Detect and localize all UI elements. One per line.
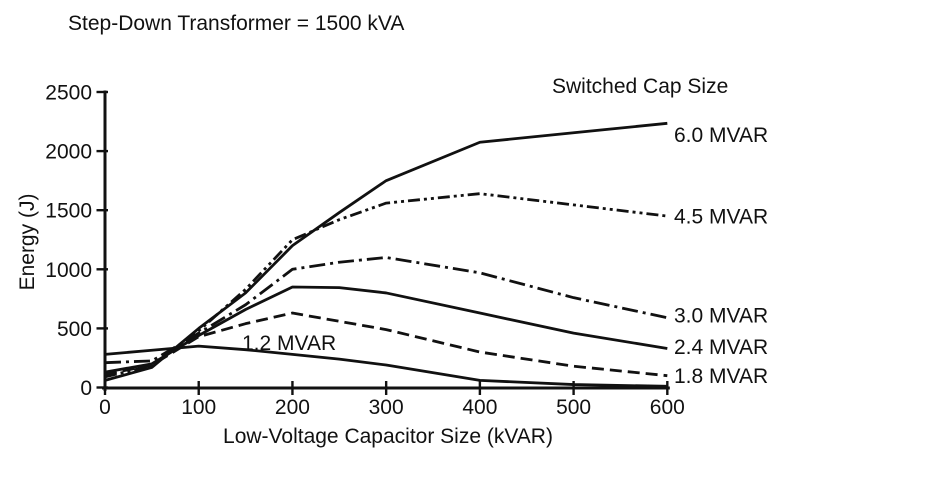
series-line-4-5-mvar	[104, 192, 668, 379]
series-label-1-8-mvar: 1.8 MVAR	[674, 365, 768, 388]
y-tick-label: 0	[80, 377, 92, 400]
series-labels: 6.0 MVAR 4.5 MVAR 3.0 MVAR 2.4 MVAR 1.8 MVAR…	[242, 124, 768, 388]
y-tick-label: 1000	[45, 259, 92, 282]
series-line-1-2-mvar	[104, 344, 668, 388]
data-series	[104, 121, 668, 388]
x-tick-label: 0	[99, 396, 111, 419]
x-tick-label: 100	[181, 396, 216, 419]
series-label-2-4-mvar: 2.4 MVAR	[674, 336, 768, 359]
y-tick-label: 500	[57, 318, 92, 341]
chart-title: Step-Down Transformer = 1500 kVA	[68, 12, 404, 35]
series-label-3-0-mvar: 3.0 MVAR	[674, 304, 768, 327]
axes	[102, 90, 670, 391]
x-tick-label: 400	[462, 396, 497, 419]
x-tick-label: 200	[275, 396, 310, 419]
series-label-1-2-mvar: 1.2 MVAR	[242, 332, 336, 355]
series-label-4-5-mvar: 4.5 MVAR	[674, 206, 768, 229]
y-tick-label: 1500	[45, 200, 92, 223]
x-tick-label: 500	[556, 396, 591, 419]
y-tick-label: 2500	[45, 82, 92, 105]
x-tick-label: 300	[369, 396, 404, 419]
y-tick-label: 2000	[45, 141, 92, 164]
series-label-6-0-mvar: 6.0 MVAR	[674, 124, 768, 147]
series-line-3-0-mvar	[104, 256, 668, 365]
axis-ticks: 0 500 1000 1500 2000 2500 0 100 200 300 400 500 600	[45, 82, 685, 420]
y-axis-label: Energy (J)	[16, 194, 39, 291]
x-tick-label: 600	[650, 396, 685, 419]
series-line-1-8-mvar	[104, 311, 668, 378]
x-axis-label: Low-Voltage Capacitor Size (kVAR)	[223, 425, 553, 448]
legend-title: Switched Cap Size	[552, 75, 728, 98]
